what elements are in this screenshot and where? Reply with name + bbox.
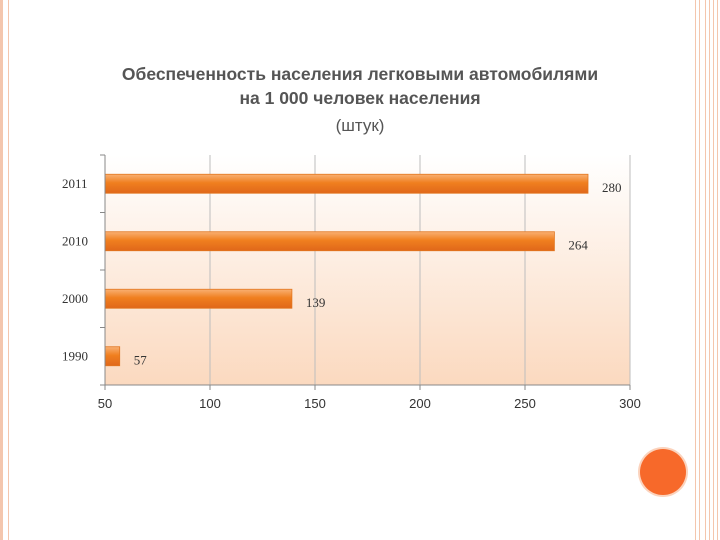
- x-tick-label: 100: [199, 396, 221, 411]
- chart-title-line1: Обеспеченность населения легковыми автом…: [121, 64, 599, 84]
- slide-border-right: [699, 0, 700, 540]
- slide-border-right: [695, 0, 696, 540]
- data-label: 280: [602, 180, 622, 195]
- x-tick-label: 300: [619, 396, 641, 411]
- chart-subtitle: (штук): [335, 116, 385, 135]
- bar: [104, 173, 589, 194]
- x-tick-label: 150: [304, 396, 326, 411]
- slide-border-right: [709, 0, 710, 540]
- slide-border-right: [713, 0, 714, 540]
- bar: [104, 231, 555, 252]
- axes: [100, 154, 631, 390]
- category-label: 2000: [62, 291, 88, 306]
- bar: [104, 346, 121, 367]
- chart-title-line2: на 1 000 человек населения: [239, 88, 481, 108]
- category-label: 2011: [62, 176, 88, 191]
- slide-border-left: [0, 0, 3, 540]
- slide-border-right: [717, 0, 718, 540]
- x-tick-label: 250: [514, 396, 536, 411]
- chart-title: Обеспеченность населения легковыми автом…: [40, 62, 680, 110]
- data-label: 264: [568, 237, 588, 252]
- category-label: 2010: [62, 233, 88, 248]
- slide-border-left-inner: [8, 0, 9, 540]
- labels: 50 100 150 200 250 300 2011 280 2010 264 2000 139 19…: [62, 176, 641, 411]
- decorative-circle: [640, 449, 686, 495]
- bars: [104, 173, 589, 367]
- x-tick-label: 200: [409, 396, 431, 411]
- data-label: 57: [134, 352, 148, 367]
- data-label: 139: [306, 295, 326, 310]
- slide-border-right: [705, 0, 706, 540]
- category-label: 1990: [62, 348, 88, 363]
- x-tick-label: 50: [98, 396, 112, 411]
- bar: [104, 288, 293, 309]
